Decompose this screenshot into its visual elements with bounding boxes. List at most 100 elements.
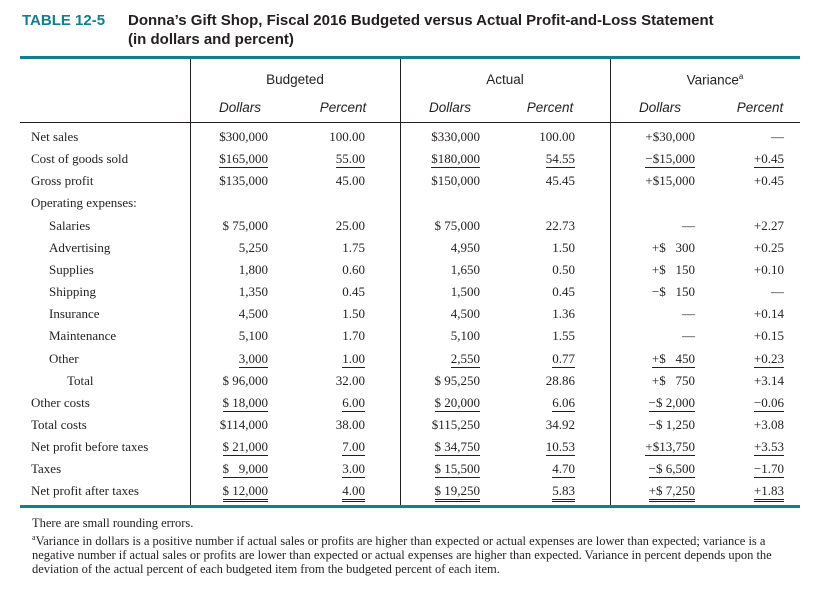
cell-value: 0.45 xyxy=(552,284,575,300)
cell-box: — xyxy=(771,129,784,145)
cell-box: $330,000 xyxy=(431,129,480,145)
footnote-ref: a xyxy=(738,72,744,81)
cell-value: 3.00 xyxy=(342,461,365,479)
cell-box: 1.00 xyxy=(342,350,365,368)
cell-value: 3,000 xyxy=(238,350,268,368)
header-rule xyxy=(20,122,800,123)
cell-value: — xyxy=(682,328,695,344)
cell-value: 2,550 xyxy=(450,350,480,368)
footnote: aVariance in dollars is a positive numbe… xyxy=(32,531,802,576)
table-subtitle: (in dollars and percent) xyxy=(128,31,294,48)
group-header: Variancea xyxy=(655,72,775,88)
cell-value: 45.00 xyxy=(335,173,365,189)
cell-value: $135,000 xyxy=(219,173,268,189)
cell-box: +1.83 xyxy=(753,483,784,503)
cell-box: 1.70 xyxy=(342,328,365,344)
row-label: Maintenance xyxy=(49,328,117,344)
cell-box: +3.53 xyxy=(753,439,784,457)
cell-box: −$ 6,500 xyxy=(648,461,695,479)
cell-value: $ 21,000 xyxy=(222,439,268,457)
row-label: Supplies xyxy=(49,261,94,277)
cell-box: 5,100 xyxy=(451,328,480,344)
cell-box: +3.08 xyxy=(754,417,784,433)
cell-value: $ 95,250 xyxy=(434,372,481,388)
cell-box: 34.92 xyxy=(546,417,575,433)
cell-value: 0.45 xyxy=(342,284,365,300)
group-header: Actual xyxy=(445,72,565,87)
cell-value: +0.45 xyxy=(753,173,784,189)
cell-box: — xyxy=(771,284,784,300)
cell-value: −1.70 xyxy=(753,461,784,479)
row-label: Taxes xyxy=(31,461,62,477)
cell-value: +2.27 xyxy=(753,217,784,233)
cell-value: +1.83 xyxy=(753,483,784,503)
cell-box: $150,000 xyxy=(431,173,480,189)
cell-value: $ 18,000 xyxy=(222,394,268,412)
cell-box: +3.14 xyxy=(754,373,784,389)
cell-value: 5,100 xyxy=(450,328,480,344)
row-label: Net sales xyxy=(31,129,79,144)
cell-value: — xyxy=(771,284,784,300)
cell-value: 1.36 xyxy=(552,306,575,322)
cell-box: +$ 750 xyxy=(652,373,695,389)
cell-value: +0.14 xyxy=(753,306,784,322)
cell-box: $115,250 xyxy=(432,417,480,433)
cell-box: $ 75,000 xyxy=(435,218,481,234)
cell-value: 34.92 xyxy=(545,416,575,432)
cell-value: $300,000 xyxy=(219,129,268,144)
cell-box: 32.00 xyxy=(336,373,365,389)
cell-box: +0.10 xyxy=(754,262,784,278)
cell-value: 4.70 xyxy=(552,461,575,479)
cell-value: $ 15,500 xyxy=(434,461,480,479)
cell-value: 1.70 xyxy=(342,328,365,344)
cell-value: +0.45 xyxy=(753,151,784,169)
bottom-rule xyxy=(20,505,800,508)
cell-box: 0.60 xyxy=(342,262,365,278)
cell-box: 4,500 xyxy=(239,306,268,322)
footnote-marker: a xyxy=(32,533,36,542)
table-label: TABLE 12-5 xyxy=(22,12,106,29)
cell-box: $ 34,750 xyxy=(434,439,480,457)
cell-box: −1.70 xyxy=(753,461,784,479)
row-label: Total costs xyxy=(31,416,87,432)
column-header: Dollars xyxy=(428,100,471,115)
cell-box: 0.45 xyxy=(552,284,575,300)
cell-box: 4.70 xyxy=(552,461,575,479)
cell-value: 45.45 xyxy=(545,173,575,189)
cell-value: 100.00 xyxy=(329,129,365,144)
cell-value: 0.60 xyxy=(342,261,365,277)
cell-value: −$ 1,250 xyxy=(648,416,695,432)
row-label: Shipping xyxy=(49,284,96,300)
row-label: Operating expenses: xyxy=(31,195,137,211)
cell-value: 4,500 xyxy=(450,306,480,322)
cell-box: +0.25 xyxy=(754,240,784,256)
cell-value: — xyxy=(682,306,695,322)
cell-value: 1.75 xyxy=(342,239,365,255)
cell-value: 1,350 xyxy=(238,284,268,300)
cell-value: 1.55 xyxy=(552,328,575,344)
cell-box: −$ 150 xyxy=(652,284,695,300)
column-header: Percent xyxy=(319,100,367,115)
cell-box: $180,000 xyxy=(431,151,480,169)
cell-box: $ 19,250 xyxy=(434,483,480,503)
cell-value: $ 96,000 xyxy=(222,372,269,388)
cell-value: $ 19,250 xyxy=(434,483,480,503)
cell-box: 55.00 xyxy=(335,151,365,169)
cell-value: $114,000 xyxy=(219,416,268,432)
cell-box: +0.15 xyxy=(754,328,784,344)
cell-box: 6.00 xyxy=(342,394,365,412)
cell-box: 4.00 xyxy=(342,483,365,503)
column-header: Percent xyxy=(736,100,784,115)
cell-box: 3.00 xyxy=(342,461,365,479)
cell-value: $330,000 xyxy=(431,129,480,144)
cell-value: $ 34,750 xyxy=(434,439,480,457)
cell-box: 1,800 xyxy=(239,262,268,278)
cell-box: — xyxy=(682,306,695,322)
cell-box: 7.00 xyxy=(342,439,365,457)
cell-box: 2,550 xyxy=(450,350,480,368)
cell-box: 28.86 xyxy=(546,373,575,389)
cell-box: 1,350 xyxy=(239,284,268,300)
row-label: Salaries xyxy=(49,217,91,233)
cell-value: 25.00 xyxy=(335,217,365,233)
row-label: Advertising xyxy=(49,239,111,255)
